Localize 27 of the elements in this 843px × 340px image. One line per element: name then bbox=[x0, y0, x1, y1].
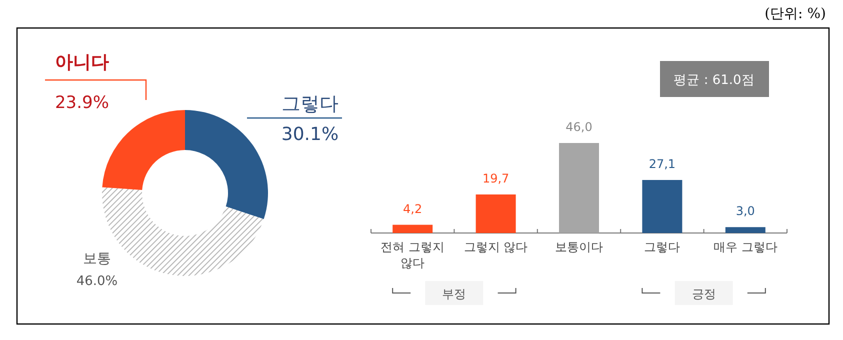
text: (단위: %) bbox=[764, 6, 826, 22]
slice-label: 보통 bbox=[83, 251, 111, 267]
text: 긍정 bbox=[692, 287, 716, 301]
data-label: 30.1% bbox=[281, 124, 339, 145]
x-tick-label: 전혀 그렇지 않다 bbox=[380, 240, 445, 270]
data-label: 46.0% bbox=[76, 274, 118, 289]
bar bbox=[559, 143, 599, 233]
bar bbox=[725, 227, 766, 233]
text: 부정 bbox=[442, 287, 466, 301]
bar bbox=[392, 224, 433, 233]
x-tick-label: 매우 그렇다 bbox=[713, 240, 778, 254]
x-tick-label: 그렇지 않다 bbox=[464, 240, 528, 254]
text: 평균 : 61.0점 bbox=[674, 73, 754, 88]
data-label: 23.9% bbox=[54, 93, 110, 113]
bar bbox=[642, 180, 682, 233]
data-label: 27,1 bbox=[648, 156, 676, 171]
x-tick-label: 보통이다 bbox=[555, 240, 603, 254]
data-label: 46,0 bbox=[566, 120, 592, 134]
donut-slice bbox=[102, 110, 185, 190]
data-label: 4,2 bbox=[403, 202, 422, 216]
donut-slice bbox=[185, 110, 268, 220]
bar bbox=[476, 194, 516, 233]
slice-label: 아니다 bbox=[55, 52, 109, 73]
slice-label: 그렇다 bbox=[282, 93, 338, 115]
data-label: 19,7 bbox=[482, 171, 510, 186]
data-label: 3,0 bbox=[736, 204, 755, 218]
x-tick-label: 그렇다 bbox=[644, 240, 680, 254]
